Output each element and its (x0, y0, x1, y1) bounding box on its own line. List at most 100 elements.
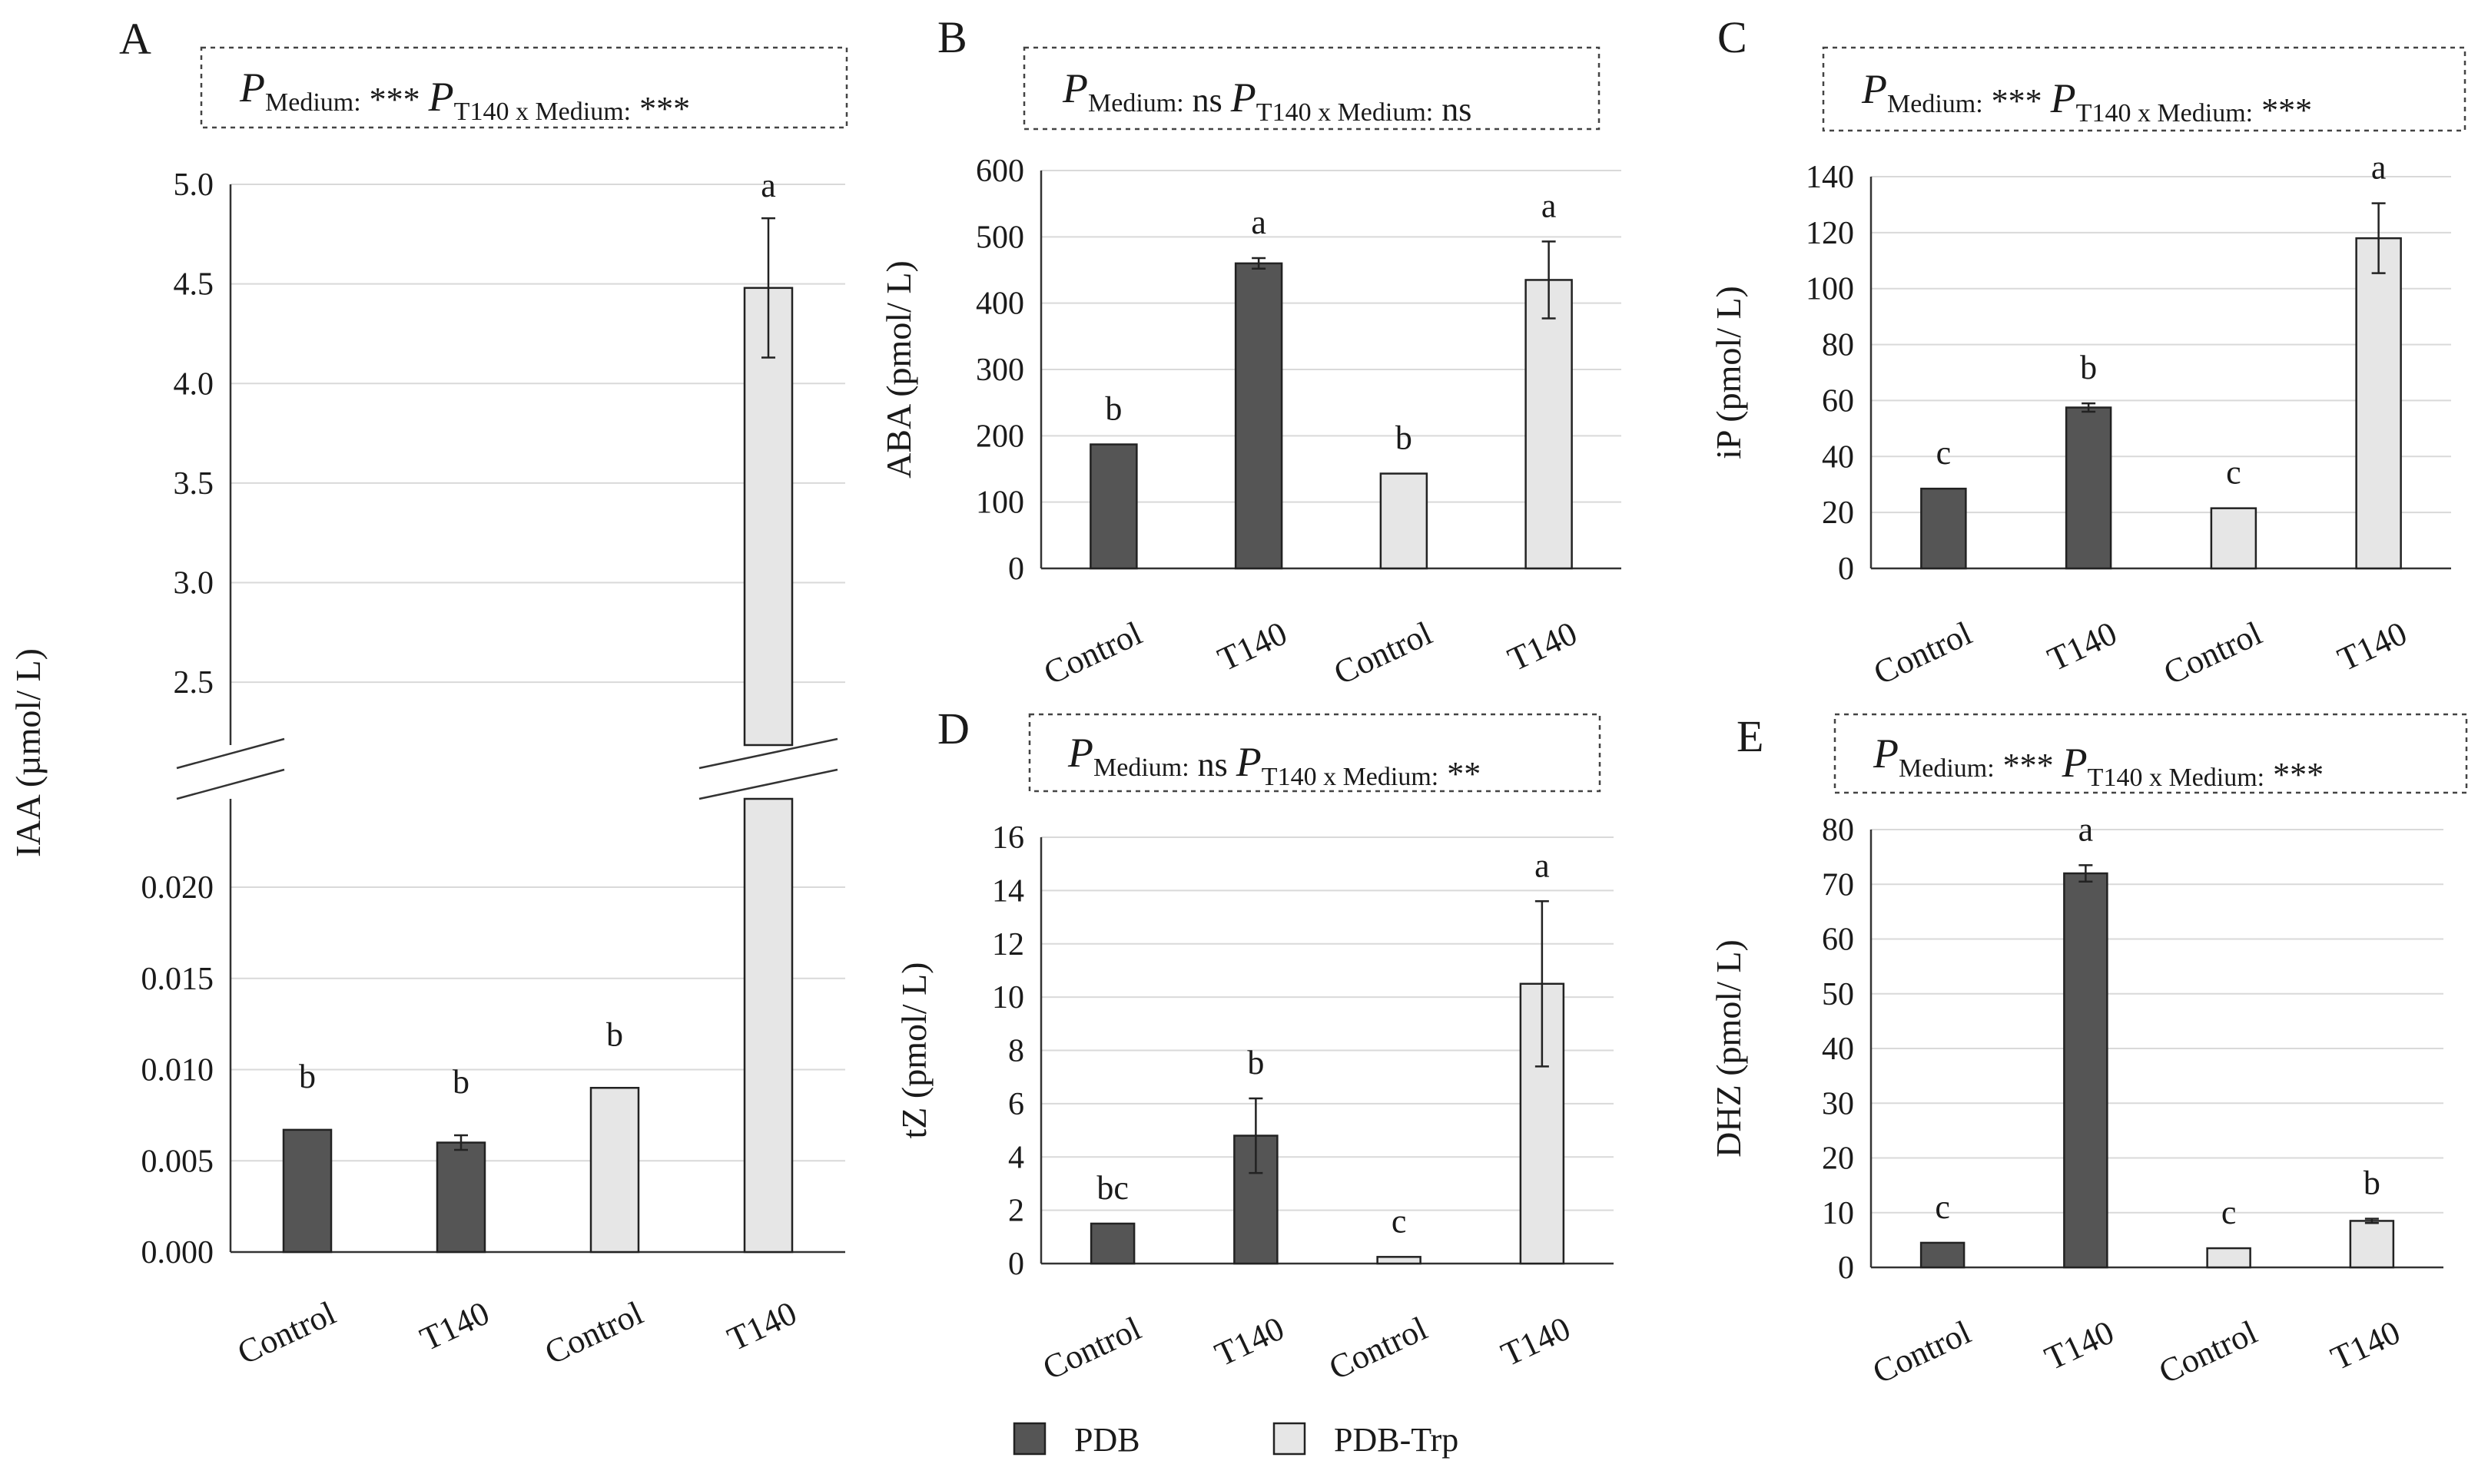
category-label: Control (1868, 614, 1978, 692)
category-label: T140 (414, 1294, 495, 1359)
category-label: T140 (1209, 1310, 1290, 1374)
bar (2210, 507, 2257, 570)
y-tick-label: 30 (1822, 1086, 1854, 1121)
bar-break-mark (698, 737, 838, 770)
bar (1524, 279, 1573, 570)
stat-text-part: Medium: (1088, 89, 1184, 118)
legend-label: PDB (1074, 1421, 1140, 1459)
y-tick-label: 0.000 (141, 1235, 214, 1270)
stat-box (1028, 713, 1601, 793)
y-tick-label: 100 (1806, 272, 1854, 307)
y-tick-label: 0 (1838, 552, 1854, 587)
y-tick-label: 50 (1822, 977, 1854, 1012)
panel-letter: E (1737, 711, 1763, 761)
category-label: Control (1323, 1310, 1433, 1387)
bar-lower-segment (743, 797, 794, 1254)
stat-text-part: Medium: (1093, 754, 1189, 782)
bar (2206, 1247, 2251, 1269)
stat-text-part: P (1236, 739, 1262, 785)
stat-text-part: *** (1983, 82, 2051, 120)
axis-break-mark (176, 737, 285, 770)
stat-text-part: *** (2264, 756, 2324, 793)
category-label: Control (232, 1294, 342, 1372)
stat-text: PMedium: *** PT140 x Medium: *** (1873, 730, 2324, 793)
y-tick-label: 3.0 (174, 566, 214, 601)
category-label: Control (1037, 1310, 1147, 1387)
y-tick-label: 10 (1822, 1196, 1854, 1231)
stat-text-part: ** (1438, 755, 1481, 793)
category-label: Control (539, 1294, 649, 1372)
panel-letter: B (937, 12, 967, 62)
stat-text-part: ns (1433, 91, 1471, 128)
y-tick-label: 4 (1008, 1140, 1024, 1175)
significance-letter: b (1247, 1044, 1264, 1082)
panel-D: D PMedium: ns PT140 x Medium: **024681012… (894, 704, 1614, 1387)
category-label: T140 (2332, 614, 2413, 679)
panel-E: E PMedium: *** PT140 x Medium: *** 0 10 20 30… (1709, 711, 2468, 1391)
y-tick-label: 20 (1822, 1141, 1854, 1177)
stat-box (1822, 46, 2466, 132)
bar (282, 1128, 333, 1254)
significance-letter: a (2078, 810, 2094, 848)
stat-text-part: T140 x Medium: (1256, 98, 1433, 127)
significance-letter: c (1936, 434, 1952, 472)
bar (1920, 487, 1967, 570)
y-tick-label: 80 (1822, 813, 1854, 848)
y-tick-label: 600 (976, 154, 1024, 189)
y-axis-label: IAA (µmol/ L) (8, 648, 48, 857)
category-label: T140 (1212, 614, 1292, 679)
chart-legend: PDB PDB-Trp (1013, 1421, 1458, 1459)
category-label: Control (1867, 1313, 1977, 1391)
y-tick-label: 200 (976, 419, 1024, 454)
bar (1379, 472, 1428, 570)
y-axis-label: DHZ (pmol/ L) (1709, 939, 1748, 1158)
y-tick-label: 0.020 (141, 870, 214, 906)
significance-letter: a (2371, 149, 2387, 187)
panel-letter: A (119, 14, 151, 64)
significance-letter: b (299, 1058, 316, 1095)
y-tick-label: 0.005 (141, 1144, 214, 1179)
bar-break-gap (699, 739, 838, 799)
significance-letter: b (1395, 419, 1412, 457)
y-tick-label: 400 (976, 287, 1024, 322)
y-tick-label: 4.5 (174, 267, 214, 303)
legend-label: PDB-Trp (1334, 1421, 1458, 1459)
significance-letter: a (1251, 204, 1266, 241)
y-tick-label: 0.015 (141, 962, 214, 997)
stat-text-part: T140 x Medium: (454, 98, 631, 126)
axis-break-mark (176, 768, 285, 800)
bar (2349, 1220, 2395, 1269)
bar (436, 1141, 486, 1254)
y-tick-label: 20 (1822, 495, 1854, 531)
y-tick-label: 60 (1822, 923, 1854, 958)
significance-letter: a (1534, 846, 1550, 884)
y-tick-label: 8 (1008, 1034, 1024, 1069)
category-label: T140 (2325, 1313, 2406, 1378)
bar (2355, 237, 2402, 570)
significance-letter: b (1105, 390, 1122, 428)
bar (1234, 262, 1283, 570)
y-tick-label: 300 (976, 353, 1024, 388)
y-tick-label: 0 (1838, 1250, 1854, 1286)
y-tick-label: 100 (976, 485, 1024, 521)
bar (2065, 406, 2112, 570)
significance-letter: a (1541, 187, 1557, 224)
significance-letter: c (2221, 1194, 2237, 1231)
stat-text-part: P (2050, 75, 2076, 121)
stat-text-part: *** (1995, 747, 2062, 784)
y-tick-label: 0 (1008, 1247, 1024, 1282)
y-tick-label: 0.010 (141, 1053, 214, 1088)
stat-text-part: T140 x Medium: (1262, 763, 1438, 791)
stat-box (200, 46, 848, 129)
y-tick-label: 4.0 (174, 366, 214, 402)
bar (1376, 1256, 1421, 1265)
stat-text-part: Medium: (1899, 754, 1995, 783)
y-tick-label: 12 (992, 927, 1024, 962)
category-label: T140 (1502, 614, 1583, 679)
stat-text-part: P (1230, 75, 1256, 121)
y-tick-label: 500 (976, 220, 1024, 255)
y-tick-label: 16 (992, 820, 1024, 856)
